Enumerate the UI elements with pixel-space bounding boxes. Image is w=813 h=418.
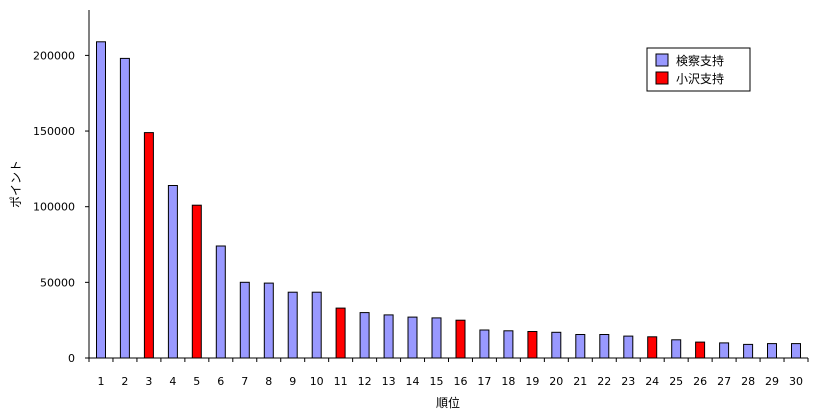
x-tick-label: 9 <box>289 375 296 388</box>
legend: 検察支持 小沢支持 <box>646 47 751 92</box>
x-tick-label: 8 <box>265 375 272 388</box>
y-tick-label: 200000 <box>33 49 75 62</box>
x-tick-label: 19 <box>525 375 539 388</box>
y-axis-title: ポイント <box>9 160 23 208</box>
bar-rank-23 <box>623 335 634 359</box>
x-tick-label: 17 <box>477 375 491 388</box>
x-tick-label: 30 <box>789 375 803 388</box>
x-tick-label: 12 <box>358 375 372 388</box>
x-tick-label: 11 <box>334 375 348 388</box>
x-tick-label: 23 <box>621 375 635 388</box>
bar-rank-27 <box>719 342 730 359</box>
x-tick-label: 22 <box>597 375 611 388</box>
x-tick-label: 25 <box>669 375 683 388</box>
x-axis-ticks: 1 2 3 4 5 6 7 8 9 10 11 12 13 14 15 16 17 18 19 20 21 22 23 24 2… <box>88 358 809 388</box>
x-tick-label: 5 <box>193 375 200 388</box>
bar-rank-21 <box>575 334 586 359</box>
x-tick-label: 4 <box>169 375 176 388</box>
x-tick-label: 10 <box>310 375 324 388</box>
bar-rank-28 <box>743 343 754 359</box>
bar-rank-6 <box>215 245 226 359</box>
y-tick-label: 150000 <box>33 125 75 138</box>
x-tick-label: 24 <box>645 375 659 388</box>
x-tick-label: 20 <box>549 375 563 388</box>
x-tick-label: 16 <box>454 375 468 388</box>
bar-rank-16 <box>455 319 466 359</box>
bar-rank-20 <box>551 331 562 359</box>
x-tick-label: 29 <box>765 375 779 388</box>
bar-rank-3 <box>143 132 154 359</box>
x-tick-label: 18 <box>501 375 515 388</box>
bar-rank-2 <box>119 57 130 359</box>
x-tick-label: 6 <box>217 375 224 388</box>
legend-swatch-ozawa <box>655 71 669 85</box>
y-tick-label: 50000 <box>40 276 75 289</box>
x-tick-label: 2 <box>121 375 128 388</box>
x-tick-label: 28 <box>741 375 755 388</box>
bar-rank-14 <box>407 316 418 359</box>
bar-rank-15 <box>431 317 442 359</box>
legend-swatch-kensatsu <box>655 53 669 67</box>
x-tick-label: 26 <box>693 375 707 388</box>
x-axis-title: 順位 <box>436 395 460 410</box>
x-tick-label: 14 <box>406 375 420 388</box>
bar-rank-24 <box>647 336 658 359</box>
bar-rank-7 <box>239 281 250 359</box>
bar-rank-29 <box>767 343 777 359</box>
bar-rank-22 <box>599 334 610 359</box>
bar-rank-1 <box>96 41 106 359</box>
bar-rank-19 <box>527 331 538 359</box>
x-tick-label: 27 <box>717 375 731 388</box>
bar-rank-10 <box>311 291 322 359</box>
y-tick-label: 0 <box>68 352 75 365</box>
x-tick-label: 3 <box>145 375 152 388</box>
bar-rank-11 <box>335 307 346 359</box>
bar-rank-5 <box>191 204 202 359</box>
legend-label-kensatsu: 検察支持 <box>676 53 724 68</box>
plot-area <box>96 41 801 359</box>
bar-rank-26 <box>695 341 706 359</box>
legend-label-ozawa: 小沢支持 <box>676 71 724 86</box>
y-tick-label: 100000 <box>33 201 75 214</box>
bar-rank-4 <box>167 185 178 359</box>
bar-rank-9 <box>287 291 298 359</box>
x-tick-label: 21 <box>573 375 587 388</box>
bar-rank-13 <box>383 314 394 359</box>
bar-rank-18 <box>503 330 514 359</box>
x-tick-label: 15 <box>430 375 444 388</box>
x-tick-label: 7 <box>241 375 248 388</box>
bar-rank-12 <box>359 312 370 359</box>
bar-rank-17 <box>479 329 490 359</box>
y-axis-ticks: 0 50000 100000 150000 200000 <box>33 49 89 365</box>
bar-rank-30 <box>791 343 801 359</box>
bar-rank-8 <box>263 282 274 359</box>
bar-rank-25 <box>671 339 682 359</box>
x-tick-label: 13 <box>382 375 396 388</box>
x-tick-label: 1 <box>98 375 105 388</box>
